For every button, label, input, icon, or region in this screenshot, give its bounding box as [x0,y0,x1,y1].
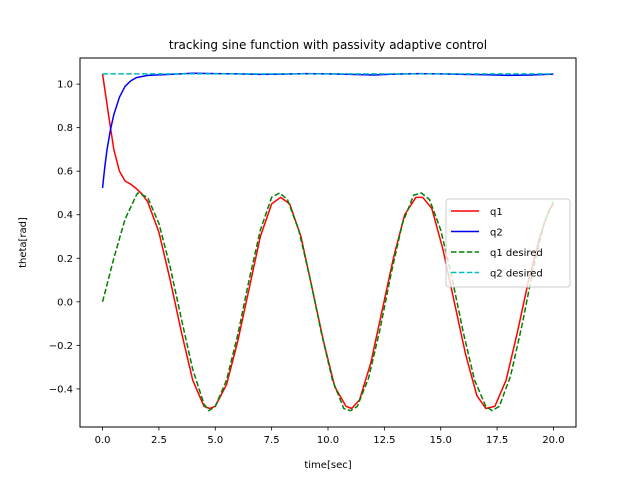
x-tick-label: 12.5 [373,435,395,446]
y-tick-label: 0.0 [57,297,73,308]
legend-label: q2 desired [490,268,543,279]
x-tick-label: 10.0 [317,435,339,446]
y-axis-ticks: −0.4 −0.2 0.0 0.2 0.4 0.6 0.8 1.0 [49,80,80,395]
y-tick-label: 0.8 [57,123,73,134]
x-tick-label: 15.0 [430,435,452,446]
y-tick-label: 0.6 [57,167,73,178]
plot-area [101,72,555,412]
x-tick-label: 7.5 [264,435,280,446]
x-tick-label: 17.5 [486,435,508,446]
y-axis-label: theta[rad] [18,217,29,268]
x-axis-ticks: 0.0 2.5 5.0 7.5 10.0 12.5 15.0 17.5 20.0 [95,427,565,446]
x-tick-label: 20.0 [542,435,564,446]
y-tick-label: 0.2 [57,254,73,265]
legend-label: q1 [490,207,503,218]
y-tick-label: −0.4 [49,384,73,395]
y-tick-label: 1.0 [57,80,73,91]
legend-label: q2 [490,227,503,238]
x-tick-label: 2.5 [151,435,167,446]
x-tick-label: 5.0 [207,435,223,446]
legend-box [445,198,571,288]
chart-title: tracking sine function with passivity ad… [169,38,487,52]
x-axis-label: time[sec] [304,460,351,471]
y-tick-label: 0.4 [57,210,73,221]
y-tick-label: −0.2 [49,341,73,352]
series-line-q1 [101,73,555,410]
x-tick-label: 0.0 [95,435,111,446]
legend-label: q1 desired [490,248,543,259]
series-line-q1-desired [101,192,555,412]
legend: q1 q2 q1 desired q2 desired [445,198,571,288]
